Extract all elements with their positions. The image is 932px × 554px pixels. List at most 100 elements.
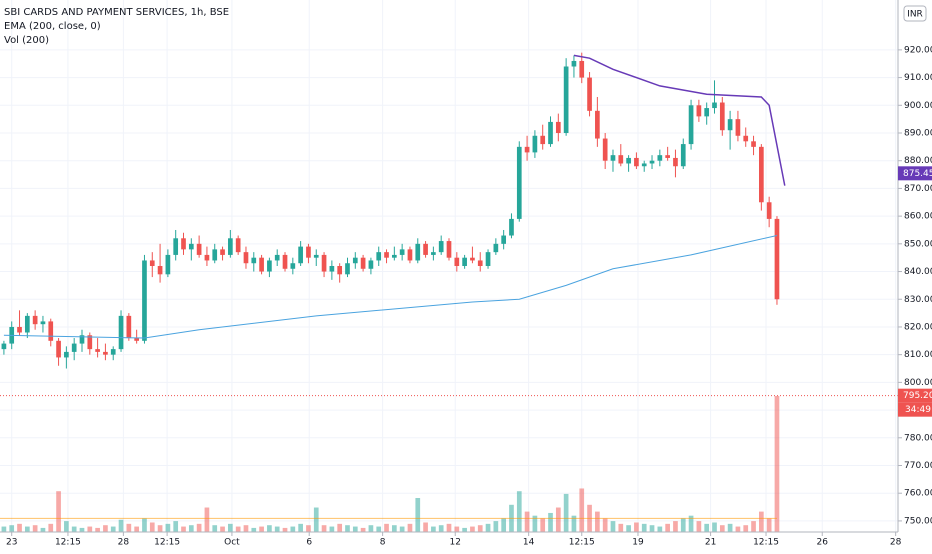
candle-body: [634, 157, 639, 167]
candle-body: [735, 119, 741, 136]
candle-body: [212, 249, 218, 261]
price-label-bg: [898, 166, 932, 181]
volume-bar: [243, 525, 249, 532]
volume-bar: [532, 515, 538, 532]
countdown-bg: [898, 402, 932, 417]
indicator-label: EMA (200, close, 0): [4, 21, 101, 32]
candle-body: [376, 252, 382, 261]
volume-bar: [165, 523, 171, 532]
volume-bar: [454, 526, 460, 532]
candle-body: [384, 252, 389, 258]
candle-body: [134, 338, 139, 341]
candle-body: [751, 141, 756, 147]
volume-bar: [95, 527, 100, 532]
y-tick-label: 800.00: [904, 378, 932, 388]
volume-bar: [680, 518, 686, 532]
volume-bar: [212, 525, 218, 532]
countdown: 34:49: [905, 405, 931, 415]
candle-body: [602, 138, 608, 161]
candle-body: [1, 343, 7, 350]
volume-bar: [641, 523, 647, 532]
x-tick-label: 14: [523, 538, 535, 548]
volume-bar: [204, 507, 210, 532]
candle-body: [407, 249, 413, 261]
candle-body: [712, 102, 717, 109]
y-tick-label: 780.00: [904, 433, 932, 443]
volume-bar: [64, 521, 69, 532]
volume-bar: [337, 523, 343, 532]
candle-body: [274, 254, 280, 261]
candle-body: [485, 252, 491, 266]
candle-body: [431, 252, 436, 255]
x-tick-label: 12:15: [55, 538, 81, 548]
y-tick-label: 840.00: [904, 267, 932, 277]
currency[interactable]: INR: [907, 10, 923, 20]
volume-bar: [384, 523, 389, 532]
candle-body: [462, 257, 467, 266]
candle-body: [415, 243, 421, 261]
candle-body: [563, 66, 569, 133]
volume-bar: [345, 525, 350, 532]
volume-bar: [766, 518, 772, 532]
candle-body: [228, 238, 233, 255]
x-tick-label: 26: [817, 538, 829, 548]
candle-body: [719, 102, 725, 131]
candle-body: [243, 252, 249, 264]
x-tick-label: 23: [6, 538, 17, 548]
candle-body: [649, 160, 655, 164]
volume-bar: [298, 523, 303, 532]
volume-bar: [634, 522, 639, 532]
x-tick-label: 28: [890, 538, 902, 548]
candle-body: [516, 146, 522, 219]
candle-body: [56, 340, 61, 358]
candle-body: [306, 246, 311, 258]
candle-body: [626, 157, 631, 164]
volume-bar: [259, 526, 264, 532]
candle-body: [540, 135, 546, 145]
chart-title: SBI CARDS AND PAYMENT SERVICES, 1h, BSE: [4, 7, 229, 18]
y-tick-label: 750.00: [904, 516, 932, 526]
candle-body: [680, 144, 686, 167]
volume-bar: [751, 521, 756, 532]
candle-body: [282, 254, 288, 269]
x-tick-label: Oct: [224, 538, 240, 548]
candle-body: [399, 249, 405, 255]
volume-bar: [602, 518, 608, 532]
candle-body: [196, 243, 202, 255]
volume-bar: [274, 526, 280, 532]
x-tick-label: 12:15: [569, 538, 595, 548]
volume-bar: [48, 523, 54, 532]
x-tick-label: 19: [632, 538, 644, 548]
y-tick-label: 830.00: [904, 295, 932, 305]
volume-bar: [360, 527, 366, 532]
volume-bar: [1, 526, 7, 532]
volume-bar: [719, 525, 725, 532]
volume-bar: [173, 521, 179, 532]
candle-body: [509, 218, 514, 236]
candle-body: [204, 254, 210, 261]
volume-bar: [438, 525, 444, 532]
y-tick-label: 850.00: [904, 239, 932, 249]
volume-bar: [493, 521, 499, 532]
volume-bar: [87, 526, 93, 532]
volume-bar: [399, 526, 405, 532]
candle-body: [118, 315, 124, 350]
currency-box[interactable]: [903, 5, 927, 22]
volume-bar: [540, 518, 546, 532]
x-tick-label: 12: [450, 538, 461, 548]
candle-body: [727, 119, 733, 131]
candle-body: [743, 135, 749, 142]
candle-body: [95, 349, 100, 352]
candle-body: [235, 238, 241, 253]
x-tick-label: 21: [705, 538, 716, 548]
candle-body: [103, 351, 108, 355]
volume-bar: [329, 526, 335, 532]
y-tick-label: 890.00: [904, 129, 932, 139]
volume-bar: [571, 515, 577, 532]
candle-body: [220, 249, 225, 255]
volume-bar: [149, 522, 155, 532]
volume-bar: [477, 525, 483, 532]
volume-bar: [79, 527, 85, 532]
indicator-line: [573, 54, 786, 186]
candle-body: [337, 266, 343, 275]
